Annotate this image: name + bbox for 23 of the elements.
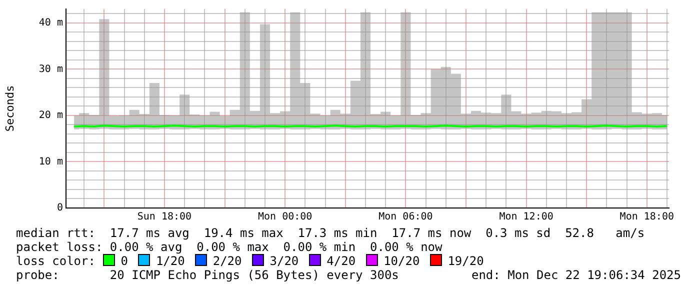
legend-label: 1/20: [156, 254, 185, 268]
y-tick-label: 0: [56, 202, 63, 214]
y-tick-label: 30 m: [38, 64, 63, 75]
x-tick-label: Mon 18:00: [620, 212, 674, 223]
y-tick-label: 20 m: [38, 110, 63, 122]
legend-label: 2/20: [212, 254, 242, 268]
legend-label: 10/20: [384, 254, 420, 268]
text: end: Mon Dec 22 19:06:34 2025: [471, 268, 681, 282]
legend-label: 3/20: [270, 254, 299, 268]
x-tick-label: Mon 00:00: [258, 212, 312, 223]
legend-label: 4/20: [326, 254, 356, 268]
legend-title: loss color:: [16, 254, 96, 268]
x-tick-label: Mon 12:00: [499, 212, 554, 223]
x-tick-label: Mon 06:00: [378, 212, 433, 223]
text: probe: 20 ICMP Echo Pings (56 Bytes) every 300s: [16, 268, 399, 282]
text: packet loss: 0.00 % avg 0.00 % max 0.00 % min 0.00 % now: [16, 240, 444, 254]
y-tick-label: 10 m: [38, 156, 63, 168]
legend-label: 19/20: [448, 254, 484, 268]
x-tick-label: Sun 18:00: [137, 212, 192, 223]
legend-label: 0: [120, 254, 128, 268]
y-tick-label: 40 m: [38, 17, 63, 28]
text: median rtt: 17.7 ms avg 19.4 ms max 17.3 ms min 17.7 ms now 0.3 ms sd 52.8 am/s: [16, 226, 646, 240]
y-axis-title: Seconds: [3, 85, 16, 132]
